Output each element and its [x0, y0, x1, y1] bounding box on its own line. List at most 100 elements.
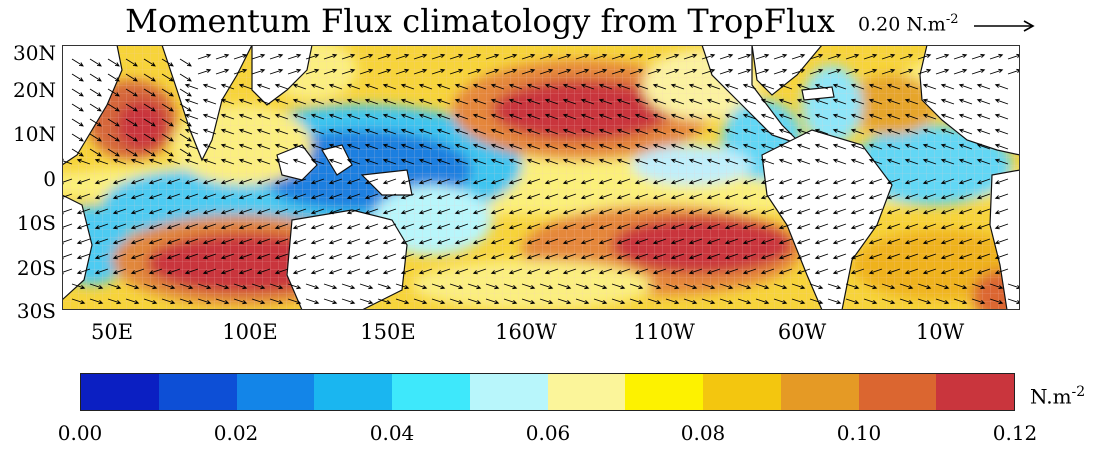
wind-vector — [364, 178, 379, 185]
wind-vector — [940, 193, 955, 200]
wind-vector — [472, 158, 487, 165]
wind-vector — [166, 253, 181, 260]
wind-vector — [274, 193, 289, 200]
wind-vector — [310, 98, 325, 105]
wind-vector — [305, 283, 320, 290]
wind-vector — [742, 98, 757, 105]
wind-vector — [863, 53, 878, 60]
wind-vector — [814, 178, 829, 185]
wind-vector — [616, 98, 631, 105]
wind-vector — [130, 238, 145, 245]
wind-vector — [436, 208, 451, 215]
wind-vector — [832, 128, 847, 135]
wind-vector — [580, 83, 595, 90]
flux-map — [62, 45, 1020, 310]
wind-vector — [562, 193, 577, 200]
wind-vector — [130, 178, 145, 185]
wind-vector — [436, 223, 451, 230]
wind-vector — [184, 113, 199, 120]
wind-vector — [215, 298, 230, 305]
wind-vector — [976, 223, 991, 230]
wind-vector — [868, 143, 883, 150]
wind-vector — [202, 238, 217, 245]
wind-vector — [958, 158, 973, 165]
wind-vector — [958, 98, 973, 105]
wind-vector — [634, 98, 649, 105]
wind-vector — [868, 253, 883, 260]
lon-label-160w: 160W — [495, 320, 557, 344]
wind-vector — [742, 268, 757, 275]
wind-vector — [593, 53, 608, 60]
wind-vector — [868, 223, 883, 230]
lat-label-0: 0 — [43, 167, 56, 191]
wind-vector — [580, 143, 595, 150]
wind-vector — [575, 298, 590, 305]
wind-vector — [976, 178, 991, 185]
wind-vector — [539, 53, 554, 60]
wind-vector — [274, 158, 289, 165]
wind-vector — [863, 283, 878, 290]
wind-vector — [292, 223, 307, 230]
wind-vector — [670, 83, 685, 90]
wind-vector — [971, 53, 986, 60]
wind-vector — [490, 178, 505, 185]
wind-vector — [395, 283, 410, 290]
wind-vector — [832, 193, 847, 200]
wind-vector — [130, 268, 145, 275]
wind-vector — [292, 98, 307, 105]
wind-vector — [274, 83, 289, 90]
wind-vector — [292, 83, 307, 90]
lat-label-30n: 30N — [13, 41, 56, 65]
wind-vector — [382, 193, 397, 200]
wind-vector — [526, 238, 541, 245]
wind-vector — [958, 128, 973, 135]
colorbar-tick-0: 0.00 — [57, 421, 103, 445]
wind-vector — [886, 98, 901, 105]
wind-vector — [328, 158, 343, 165]
wind-vector — [778, 253, 793, 260]
wind-vector — [647, 68, 662, 75]
lat-label-20n: 20N — [13, 78, 56, 102]
wind-vector — [364, 223, 379, 230]
wind-vector — [148, 208, 163, 215]
wind-vector — [490, 268, 505, 275]
wind-vector — [778, 128, 793, 135]
wind-vector — [917, 53, 932, 60]
wind-vector — [238, 268, 253, 275]
wind-vector — [328, 83, 343, 90]
wind-vector — [382, 158, 397, 165]
wind-vector — [742, 253, 757, 260]
wind-vector — [940, 158, 955, 165]
wind-vector — [598, 143, 613, 150]
wind-vector — [184, 83, 199, 90]
wind-vector — [706, 98, 721, 105]
wind-vector — [670, 208, 685, 215]
wind-vector — [634, 193, 649, 200]
wind-vector — [701, 298, 716, 305]
wind-vector — [508, 143, 523, 150]
wind-vector — [328, 238, 343, 245]
wind-vector — [742, 178, 757, 185]
wind-vector — [449, 298, 464, 305]
wind-vector — [71, 88, 84, 97]
wind-vector — [976, 113, 991, 120]
wind-vector — [148, 223, 163, 230]
wind-vector — [850, 178, 865, 185]
wind-vector — [557, 283, 572, 290]
wind-vector — [220, 238, 235, 245]
wind-vector — [400, 208, 415, 215]
wind-vector — [760, 158, 775, 165]
wind-vector — [683, 298, 698, 305]
wind-vector — [89, 103, 102, 112]
wind-vector — [940, 128, 955, 135]
wind-vector — [125, 88, 138, 97]
wind-vector — [125, 133, 138, 142]
wind-vector — [76, 208, 91, 215]
wind-vector — [220, 98, 235, 105]
wind-vector — [917, 283, 932, 290]
wind-vector — [814, 223, 829, 230]
wind-vector — [503, 283, 518, 290]
wind-vector — [706, 113, 721, 120]
wind-vector — [490, 98, 505, 105]
wind-vector — [94, 223, 109, 230]
